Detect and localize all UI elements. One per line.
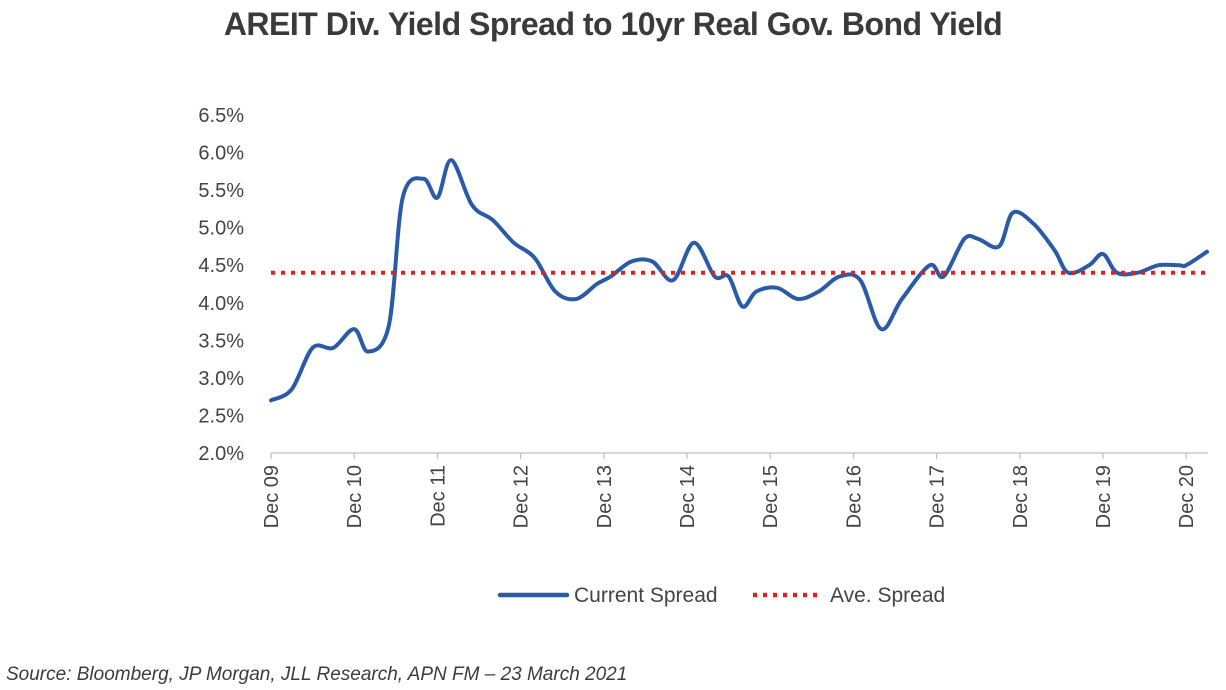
x-tick-label: Dec 10 (344, 465, 366, 528)
source-note: Source: Bloomberg, JP Morgan, JLL Resear… (6, 664, 628, 685)
y-tick-label: 2.5% (198, 405, 244, 427)
x-tick-label: Dec 17 (927, 465, 949, 528)
legend-label-ave-spread: Ave. Spread (830, 584, 945, 607)
series-line-current-spread (269, 158, 1209, 403)
y-tick-label: 2.0% (198, 443, 244, 465)
y-tick-label: 4.5% (198, 255, 244, 277)
legend-label-current-spread: Current Spread (574, 584, 718, 607)
x-tick-label: Dec 18 (1010, 465, 1032, 528)
y-tick-label: 5.5% (198, 180, 244, 202)
x-tick-label: Dec 16 (843, 465, 865, 528)
x-tick-label: Dec 19 (1093, 465, 1115, 528)
y-tick-label: 4.0% (198, 293, 244, 315)
chart-title: AREIT Div. Yield Spread to 10yr Real Gov… (223, 6, 1003, 42)
y-tick-label: 3.5% (198, 330, 244, 352)
x-tick-label: Dec 14 (677, 465, 699, 528)
x-tick-label: Dec 15 (760, 465, 782, 528)
y-tick-label: 6.0% (198, 143, 244, 165)
y-tick-label: 5.0% (198, 218, 244, 240)
x-tick-label: Dec 12 (511, 465, 533, 528)
y-tick-label: 3.0% (198, 368, 244, 390)
x-tick-label: Dec 09 (261, 465, 283, 528)
x-tick-label: Dec 11 (427, 465, 449, 527)
x-tick-label: Dec 20 (1176, 465, 1198, 528)
y-tick-label: 6.5% (198, 105, 244, 127)
x-tick-label: Dec 13 (594, 465, 616, 528)
